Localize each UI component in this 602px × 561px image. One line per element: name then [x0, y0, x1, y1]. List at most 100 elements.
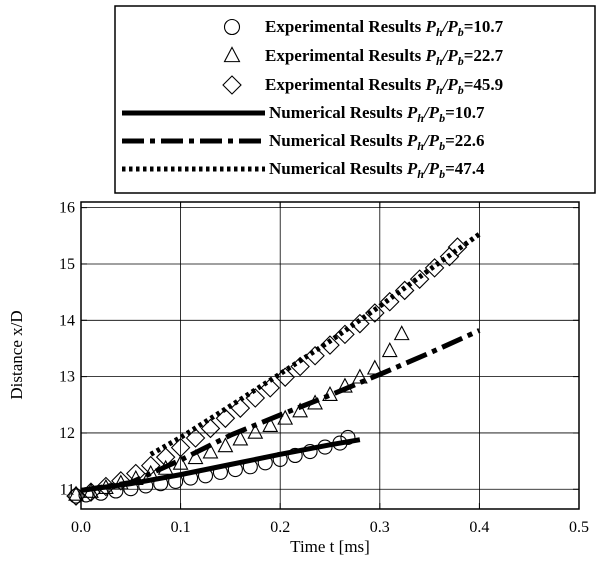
- data-point-diamond: [305, 346, 325, 366]
- x-tick-label: 0.2: [270, 519, 290, 536]
- data-point-diamond: [200, 418, 221, 439]
- data-point-triangle: [157, 459, 174, 475]
- data-point-diamond: [245, 388, 266, 408]
- data-point-diamond: [365, 303, 385, 323]
- data-point-circle: [68, 488, 84, 504]
- data-point-diamond: [275, 367, 295, 387]
- x-tick-label: 0.0: [71, 519, 91, 536]
- data-point-circle: [183, 470, 199, 486]
- data-point-triangle: [127, 469, 144, 485]
- data-point-circle: [340, 429, 356, 446]
- data-point-circle: [302, 443, 318, 460]
- data-point-diamond: [379, 291, 400, 312]
- y-tick-label: 15: [59, 256, 75, 273]
- y-tick-label: 14: [59, 312, 75, 329]
- numerical-line-dashdot: [80, 328, 481, 493]
- numerical-line-dotted: [149, 232, 481, 457]
- data-point-diamond: [170, 437, 191, 458]
- data-point-diamond: [335, 324, 355, 345]
- legend-entry: Numerical Results Ph/Pb=10.7: [122, 103, 485, 125]
- data-point-triangle: [97, 478, 114, 494]
- legend-marker-diamond: [222, 75, 242, 95]
- data-point-triangle: [172, 454, 189, 470]
- data-point-circle: [168, 473, 184, 489]
- data-point-circle: [272, 451, 288, 467]
- y-tick-label: 16: [59, 200, 75, 217]
- data-point-triangle: [247, 423, 264, 439]
- data-point-triangle: [277, 409, 294, 425]
- data-point-diamond: [290, 356, 310, 377]
- legend-entry: Numerical Results Ph/Pb=22.6: [122, 131, 485, 153]
- legend-label: Numerical Results Ph/Pb=22.6: [269, 131, 485, 153]
- data-point-triangle: [262, 416, 279, 432]
- data-point-circle: [257, 455, 273, 471]
- legend-marker-circle: [223, 18, 241, 36]
- legend-label: Numerical Results Ph/Pb=47.4: [269, 159, 485, 181]
- data-point-triangle: [217, 437, 234, 453]
- data-point-diamond: [155, 447, 176, 467]
- data-point-circle: [242, 459, 258, 475]
- y-tick-label: 12: [59, 425, 75, 442]
- legend-label: Experimental Results Ph/Pb=22.7: [265, 46, 504, 68]
- data-point-triangle: [307, 394, 323, 410]
- data-point-diamond: [81, 482, 101, 502]
- legend-frame: [114, 5, 596, 194]
- data-point-diamond: [320, 335, 340, 355]
- data-point-circle: [332, 435, 348, 451]
- data-point-triangle: [187, 449, 204, 465]
- data-point-diamond: [126, 463, 146, 484]
- data-point-diamond: [394, 280, 415, 301]
- data-point-triangle: [83, 482, 99, 498]
- data-point-diamond: [350, 313, 370, 334]
- x-axis-label: Time t [ms]: [290, 537, 370, 556]
- data-point-diamond: [260, 378, 281, 398]
- y-axis-label: Distance x/D: [7, 310, 26, 399]
- data-point-circle: [287, 447, 303, 464]
- data-point-diamond: [185, 428, 206, 448]
- y-tick-label: 11: [60, 481, 75, 498]
- data-point-triangle: [381, 342, 398, 358]
- data-point-circle: [212, 464, 228, 480]
- data-point-circle: [197, 468, 214, 484]
- legend-label: Experimental Results Ph/Pb=10.7: [265, 17, 504, 39]
- data-point-diamond: [66, 486, 86, 506]
- data-point-triangle: [337, 377, 353, 393]
- data-point-diamond: [111, 471, 131, 491]
- data-point-diamond: [96, 476, 116, 497]
- data-point-triangle: [112, 474, 129, 490]
- data-point-triangle: [393, 325, 410, 341]
- legend-label: Numerical Results Ph/Pb=10.7: [269, 103, 485, 125]
- data-point-diamond: [424, 258, 445, 278]
- legend-label: Experimental Results Ph/Pb=45.9: [265, 75, 503, 97]
- legend-entry: Experimental Results Ph/Pb=22.7: [223, 46, 504, 68]
- data-point-triangle: [142, 464, 159, 480]
- x-tick-label: 0.5: [569, 519, 589, 536]
- plot-frame: [80, 201, 580, 510]
- data-point-triangle: [322, 385, 338, 402]
- x-tick-label: 0.3: [370, 519, 390, 536]
- data-point-circle: [317, 439, 333, 455]
- legend-entry: Experimental Results Ph/Pb=10.7: [223, 17, 504, 39]
- data-point-diamond: [230, 398, 251, 418]
- data-point-diamond: [215, 408, 236, 429]
- legend-entry: Numerical Results Ph/Pb=47.4: [122, 159, 485, 181]
- data-point-diamond: [140, 455, 161, 476]
- plot-area: 0.0 0.1 0.2 0.3 0.4 0.5 11 12 13 14 15 16: [59, 200, 589, 536]
- data-point-triangle: [232, 430, 249, 446]
- data-point-diamond: [447, 237, 468, 257]
- data-point-circle: [153, 476, 169, 492]
- data-point-triangle: [68, 485, 84, 501]
- x-tick-label: 0.1: [171, 519, 191, 536]
- legend-marker-triangle: [223, 46, 241, 63]
- legend: Experimental Results Ph/Pb=10.7 Experimen…: [114, 5, 596, 194]
- data-point-triangle: [292, 402, 309, 418]
- data-point-triangle: [366, 359, 383, 375]
- data-point-triangle: [202, 443, 219, 459]
- legend-entry: Experimental Results Ph/Pb=45.9: [222, 75, 503, 97]
- x-tick-label: 0.4: [469, 519, 489, 536]
- y-tick-label: 13: [59, 369, 75, 386]
- data-point-diamond: [409, 269, 430, 289]
- data-point-circle: [227, 462, 243, 478]
- data-point-triangle: [351, 368, 368, 384]
